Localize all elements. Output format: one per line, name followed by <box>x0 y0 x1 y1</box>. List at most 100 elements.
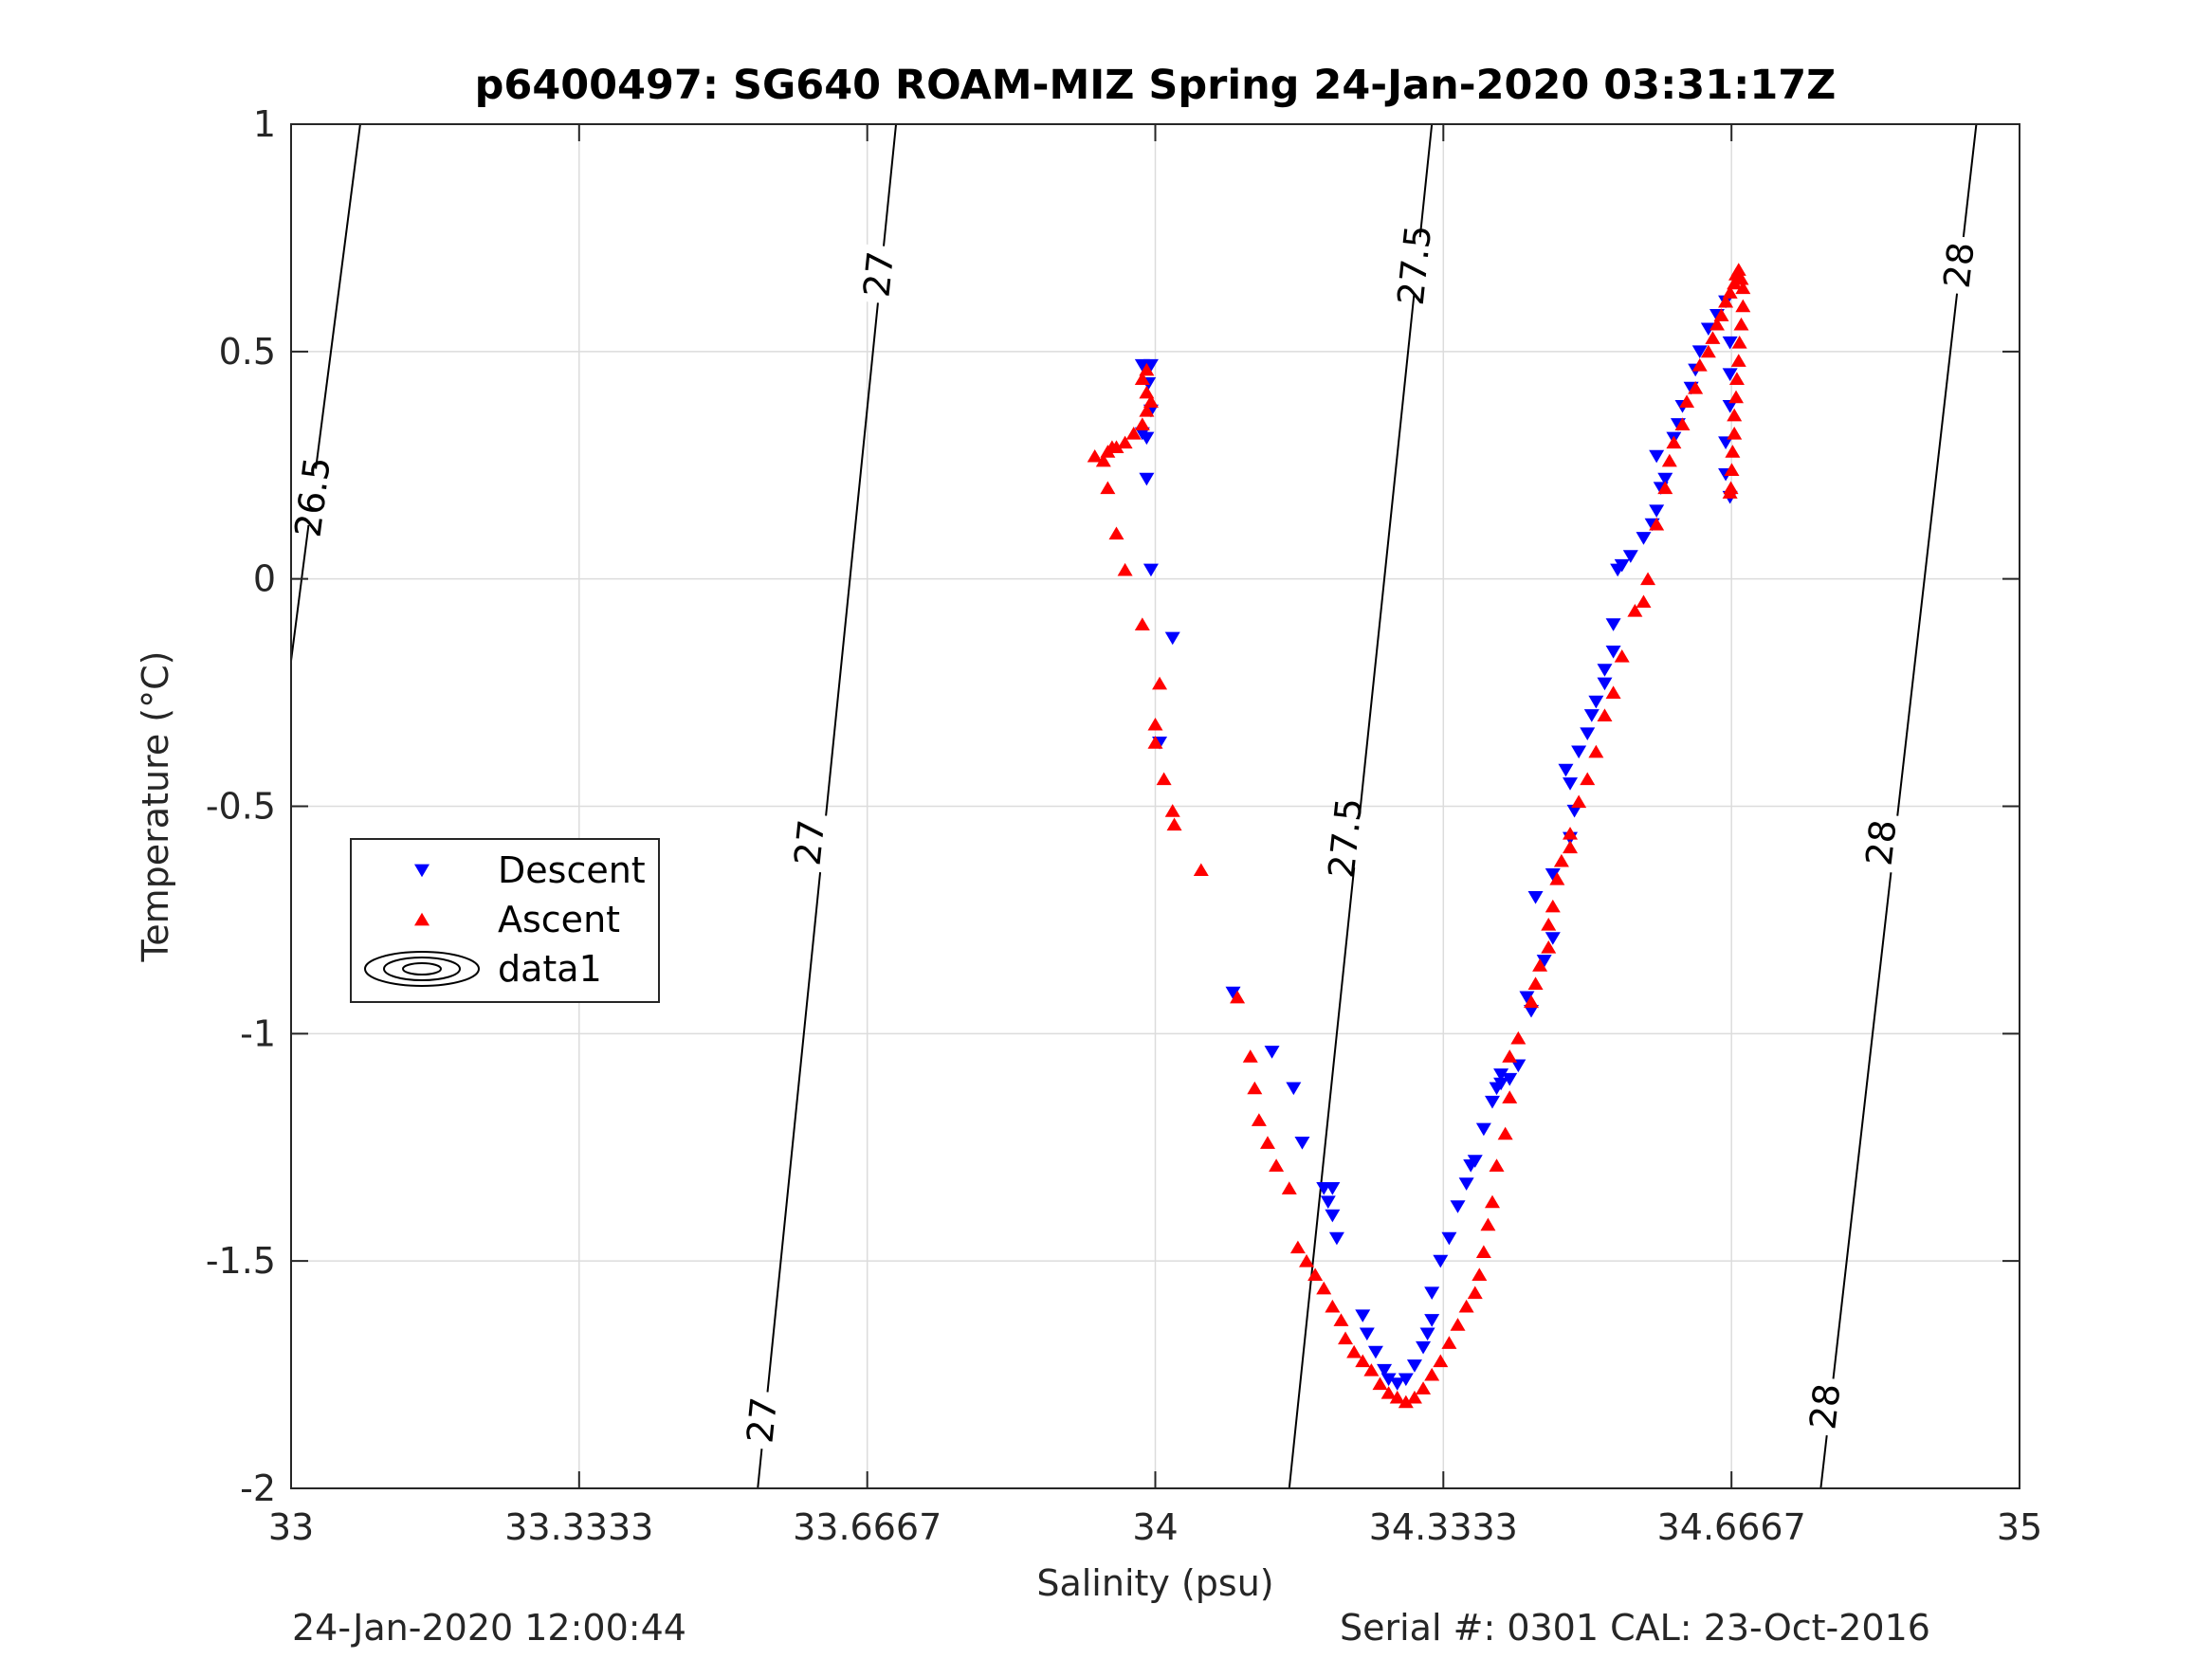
contour-ring <box>383 957 461 981</box>
ascent-point <box>1398 1395 1414 1409</box>
ascent-point <box>1164 804 1180 817</box>
density-contours: 26.5 27 27 27 27.5 27.5 28 28 28 <box>287 123 1983 1489</box>
descent-point <box>1583 709 1600 722</box>
ascent-point <box>1497 1126 1513 1140</box>
descent-point <box>1416 1340 1432 1355</box>
descent-point <box>1580 727 1596 740</box>
descent-point <box>1566 804 1582 818</box>
ascent-point <box>1242 1049 1258 1063</box>
ascent-point <box>1087 448 1103 463</box>
ascent-point <box>1372 1376 1388 1391</box>
descent-point <box>1424 1314 1440 1327</box>
descent-point <box>1493 1077 1509 1091</box>
density-contour-line <box>757 123 898 1489</box>
contour-label: 27 <box>855 249 902 300</box>
ascent-point <box>1406 1390 1422 1404</box>
x-tick-label: 34.3333 <box>1369 1506 1518 1548</box>
ascent-point <box>1588 744 1604 758</box>
ascent-point <box>1125 426 1142 440</box>
descent-point <box>1718 436 1734 449</box>
ascent-point <box>1541 939 1557 954</box>
contour-ring <box>364 951 480 987</box>
descent-point <box>1536 955 1552 968</box>
y-tick-label: 0.5 <box>219 331 276 373</box>
descent-point <box>1605 646 1621 659</box>
ascent-point <box>1661 453 1677 467</box>
ascent-point <box>1728 390 1745 404</box>
contour-label-bg <box>1325 808 1366 868</box>
ascent-point <box>1640 572 1656 586</box>
ascent-point <box>1134 372 1150 386</box>
ascent-point <box>1688 381 1704 394</box>
contour-label-bg <box>741 1390 782 1450</box>
ascent-point <box>1735 281 1751 295</box>
contour-label-bg <box>1804 1376 1846 1437</box>
contour-label: 26.5 <box>287 455 338 540</box>
ascent-point <box>1571 794 1587 809</box>
axis-ticks: 33 33.3333 33.6667 34 34.3333 34.6667 35 -2 -1.5… <box>206 103 2042 1548</box>
ascent-point <box>1563 827 1579 840</box>
ascent-point <box>1433 1354 1449 1368</box>
ascent-point <box>1095 453 1111 467</box>
descent-point <box>1328 1231 1344 1246</box>
density-contour-line <box>290 123 361 662</box>
contour-label-bg <box>1938 234 1980 296</box>
ascent-point <box>1380 1386 1397 1399</box>
ascent-point <box>1108 526 1124 540</box>
ascent-point <box>1166 817 1182 831</box>
y-tick-label: 0 <box>253 558 276 600</box>
ascent-point <box>1230 990 1246 1004</box>
ascent-point <box>1489 1158 1505 1172</box>
descent-point <box>1527 891 1544 904</box>
ascent-point <box>1649 517 1665 531</box>
ascent-point <box>1139 362 1155 376</box>
ascent-point <box>1674 417 1691 430</box>
ascent-point <box>1269 1158 1285 1172</box>
ascent-point <box>1510 1030 1526 1045</box>
contour-label-bg <box>1394 234 1435 296</box>
descent-point <box>1380 1373 1397 1387</box>
y-tick-label: 1 <box>253 103 276 145</box>
descent-point <box>1458 1177 1474 1191</box>
ascent-point <box>1289 1240 1306 1254</box>
ascent-point <box>1247 1081 1263 1095</box>
ascent-point <box>1100 481 1116 495</box>
ascent-point <box>1563 840 1579 854</box>
descent-point <box>1510 1059 1526 1073</box>
footer-timestamp: 24-Jan-2020 12:00:44 <box>292 1607 686 1649</box>
descent-point <box>1649 504 1665 518</box>
descent-point <box>1143 563 1159 577</box>
ascent-point <box>1338 1331 1354 1345</box>
ascent-point <box>1143 394 1159 408</box>
ascent-point <box>1731 336 1747 349</box>
descent-point <box>1139 472 1155 486</box>
legend-label: Descent <box>498 849 646 891</box>
descent-point <box>1614 558 1630 573</box>
ascent-point <box>1735 299 1751 313</box>
ascent-point <box>1724 463 1740 476</box>
ascent-point <box>1614 649 1630 663</box>
descent-point <box>1722 399 1738 413</box>
descent-point <box>1571 745 1587 759</box>
ascent-point <box>1722 285 1738 299</box>
x-tick-label: 33 <box>268 1506 314 1548</box>
legend-ascent-marker <box>414 912 430 926</box>
contour-label-bg <box>1860 812 1902 873</box>
ascent-point <box>1532 958 1548 972</box>
descent-point <box>1325 1209 1341 1223</box>
ascent-point <box>1541 918 1557 931</box>
legend-box <box>350 838 660 1003</box>
ascent-point <box>1299 1253 1315 1267</box>
x-tick-label: 34.6667 <box>1657 1506 1806 1548</box>
ascent-point <box>1709 317 1725 331</box>
ascent-point <box>1713 308 1729 321</box>
descent-point <box>1545 868 1561 882</box>
ascent-point <box>1156 772 1172 786</box>
descent-point <box>1605 618 1621 631</box>
contour-label: 27 <box>787 818 833 868</box>
contour-label-bg <box>858 244 899 304</box>
y-axis-label: Temperature (°C) <box>135 651 176 963</box>
contour-label: 28 <box>1801 1381 1848 1431</box>
ascent-point <box>1139 403 1155 417</box>
ascent-point <box>1502 1090 1518 1103</box>
